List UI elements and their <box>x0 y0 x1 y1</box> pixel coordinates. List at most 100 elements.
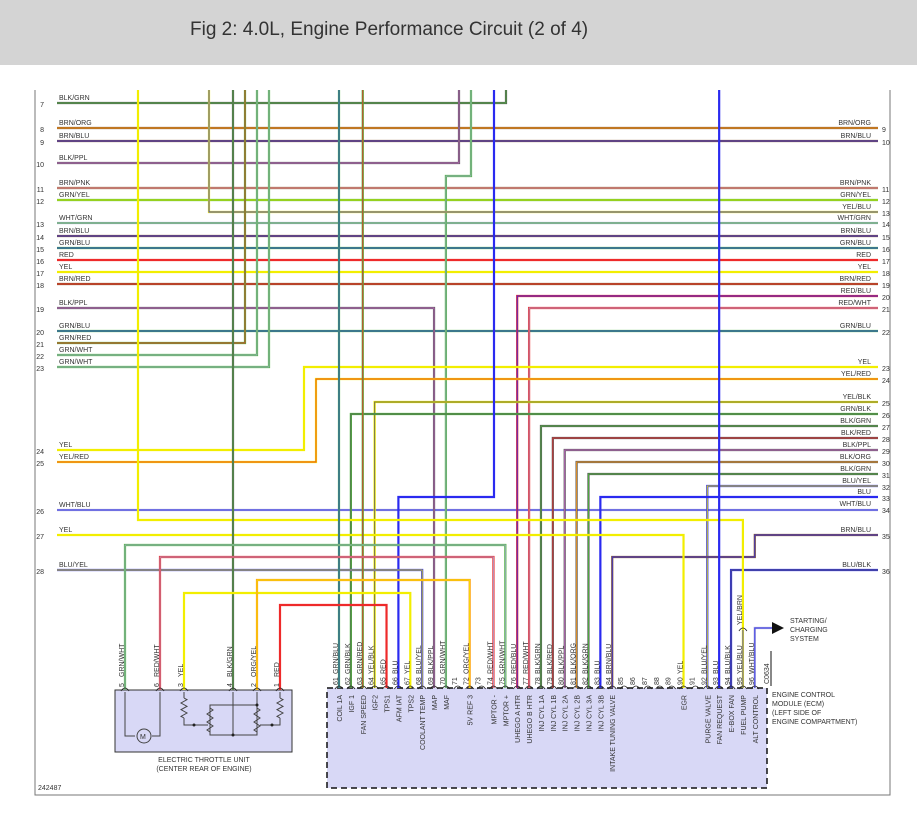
ecm-pin-function: INTAKE TUNING VALVE <box>610 695 617 772</box>
routed-wire <box>706 484 878 688</box>
ecm-pin-number: 96 <box>749 677 756 685</box>
ecm-pin-number: 65 <box>381 677 388 685</box>
pin-connector-icon <box>179 687 189 692</box>
left-row-number: 19 <box>36 307 44 314</box>
pin-connector-icon <box>643 685 653 690</box>
pin-connector-icon <box>382 685 391 690</box>
ecm-label: (LEFT SIDE OF <box>772 710 821 717</box>
pin-connector-icon <box>679 685 688 690</box>
right-row-number: 19 <box>882 283 890 290</box>
motor-symbol: M <box>140 734 146 741</box>
starting-charging-label: STARTING/ <box>790 618 827 625</box>
pin-connector-icon <box>536 685 546 690</box>
pin-connector-icon <box>548 685 558 690</box>
ecm-pin-number: 85 <box>618 677 625 685</box>
right-row-wire-label: BRN/BLU <box>841 133 871 140</box>
ecm-pin-wire-label: BLU/YEL <box>701 645 708 674</box>
left-row-wire-label: BRN/ORG <box>59 120 92 127</box>
right-row-wire-label: BLU <box>857 489 871 496</box>
throttle-pin-wire-label: RED/WHT <box>154 644 161 677</box>
right-row-number: 34 <box>882 508 890 515</box>
ecm-pin-function: E-BOX FAN <box>729 695 736 732</box>
pin-connector-icon <box>738 685 748 690</box>
wire-internal <box>260 718 281 726</box>
ecm-pin-number: 78 <box>535 677 542 685</box>
left-row-number: 26 <box>36 509 44 516</box>
ecm-pin-wire-label: BLK/GRN <box>582 643 589 674</box>
pin-connector-icon <box>275 687 285 692</box>
ecm-pin-wire-label: BLU <box>713 660 720 674</box>
pin-connector-icon <box>691 685 700 690</box>
ecm-pin-wire-label: YEL/BLU <box>737 645 744 674</box>
right-row-number: 20 <box>882 295 890 302</box>
left-row-wire-label: YEL/RED <box>59 454 89 461</box>
ecm-pin-function: ALT CONTROL <box>753 695 760 743</box>
left-row-number: 14 <box>36 235 44 242</box>
ecm-pin-wire-label: YEL/BLK <box>369 645 376 674</box>
ecm-pin-number: 79 <box>547 677 554 685</box>
left-row-number: 10 <box>36 162 44 169</box>
ecm-pin-function: TPS1 <box>385 695 392 713</box>
routed-wire-stripe <box>528 307 878 688</box>
ecm-pin-function: MAF <box>444 695 451 710</box>
routed-wire-stripe <box>159 556 494 690</box>
pin-connector-icon <box>489 685 498 690</box>
left-row-number: 8 <box>40 127 44 134</box>
right-row-number: 17 <box>882 259 890 266</box>
pin-connector-icon <box>667 685 676 690</box>
pin-connector-icon <box>429 685 439 690</box>
right-row-wire-label: BRN/PNK <box>840 180 871 187</box>
left-row-wire-label: GRN/RED <box>59 335 91 342</box>
ecm-pin-wire-label: BLU/YEL <box>416 645 423 674</box>
ecm-pin-number: 93 <box>713 677 720 685</box>
ecm-pin-number: 69 <box>428 677 435 685</box>
left-row-wire-label: BRN/BLU <box>59 133 89 140</box>
routed-wire <box>551 436 878 688</box>
right-row-wire-label: BLK/PPL <box>843 442 872 449</box>
ecm-pin-number: 68 <box>416 677 423 685</box>
ecm-pin-number: 63 <box>357 677 364 685</box>
right-row-wire-label: RED/WHT <box>838 300 871 307</box>
right-row-wire-label: BLK/GRN <box>840 418 871 425</box>
inline-connector-icon <box>738 627 748 632</box>
right-row-wire-label: GRN/BLK <box>840 406 871 413</box>
ecm-pin-wire-label: WHT/BLU <box>749 643 756 675</box>
throttle-unit-box <box>114 689 293 753</box>
right-row-number: 16 <box>882 247 890 254</box>
ecm-pin-wire-label: ORG/YEL <box>464 643 471 674</box>
arrow-right-icon <box>772 622 784 634</box>
ecm-pin-wire-label: BLU/BLK <box>725 645 732 674</box>
pin-connector-icon <box>702 685 712 690</box>
routed-wire-stripe <box>706 485 878 688</box>
header-bar: Fig 2: 4.0L, Engine Performance Circuit … <box>0 0 917 65</box>
left-row-number: 16 <box>36 259 44 266</box>
pin-connector-icon <box>252 687 262 692</box>
routed-wire <box>587 472 878 688</box>
right-row-number: 24 <box>882 378 890 385</box>
junction-dot <box>231 733 235 737</box>
ecm-pin-function: EGR <box>682 695 689 710</box>
ecm-pin-number: 88 <box>654 677 661 685</box>
junction-dot <box>270 723 274 727</box>
right-row-wire-label: BRN/BLU <box>841 228 871 235</box>
ecm-module-box <box>326 687 768 789</box>
left-row-number: 13 <box>36 222 44 229</box>
left-row-wire-label: GRN/WHT <box>59 359 93 366</box>
ecm-pin-number: 66 <box>392 677 399 685</box>
ecm-pin-number: 72 <box>464 677 471 685</box>
right-row-number: 33 <box>882 496 890 503</box>
left-row-number: 20 <box>36 330 44 337</box>
right-row-number: 11 <box>882 187 889 194</box>
right-row-number: 21 <box>882 307 890 314</box>
ecm-pin-number: 86 <box>630 677 637 685</box>
routed-wire-stripe <box>576 461 878 688</box>
right-row-wire-label: BLU/BLK <box>842 562 871 569</box>
pin-connector-icon <box>417 685 427 690</box>
pin-connector-icon <box>120 687 130 692</box>
ecm-pin-wire-label: BLK/RED <box>547 644 554 674</box>
left-row-wire-label: BLU/YEL <box>59 562 88 569</box>
right-row-number: 25 <box>882 401 890 408</box>
pin-connector-icon <box>358 685 368 690</box>
ecm-pin-number: 91 <box>689 677 696 685</box>
right-row-number: 36 <box>882 569 890 576</box>
